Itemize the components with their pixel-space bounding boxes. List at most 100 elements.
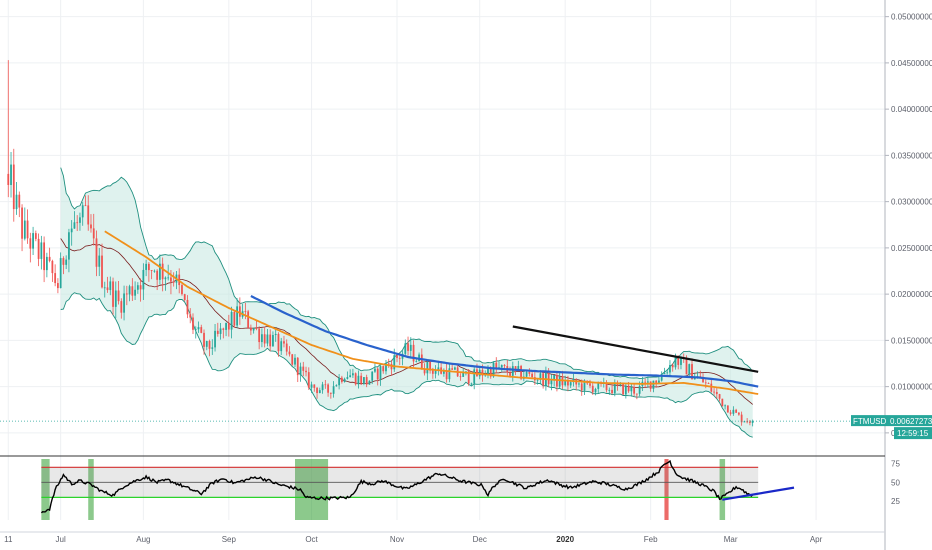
- candle-body: [205, 341, 208, 347]
- candle-body: [200, 327, 203, 333]
- candle-body: [663, 372, 666, 374]
- candle-body: [343, 378, 346, 382]
- grid: [0, 0, 885, 520]
- candle-body: [255, 328, 258, 329]
- candle-body: [688, 364, 691, 375]
- candle-body: [283, 341, 285, 344]
- candle-body: [310, 384, 313, 388]
- candle-body: [15, 194, 18, 210]
- candle-body: [302, 366, 305, 371]
- rsi-y-tick-label: 50: [891, 478, 900, 487]
- candle-body: [192, 317, 194, 330]
- candle-body: [374, 368, 376, 372]
- candle-body: [48, 256, 51, 261]
- candle-body: [142, 269, 145, 290]
- candle-body: [214, 330, 216, 348]
- candle-body: [34, 233, 37, 239]
- candle-body: [724, 405, 726, 407]
- candle-body: [434, 370, 437, 374]
- candle-body: [338, 377, 341, 386]
- candle-body: [608, 389, 611, 391]
- candle-body: [62, 258, 65, 265]
- candle-body: [536, 379, 539, 381]
- x-tick-label: Oct: [305, 535, 318, 544]
- candle-body: [746, 421, 749, 423]
- candle-body: [150, 270, 153, 272]
- candle-body: [387, 363, 390, 365]
- candle-body: [194, 329, 197, 331]
- candle-body: [525, 372, 528, 377]
- candle-body: [385, 363, 387, 372]
- candle-body: [211, 347, 214, 349]
- candle-body: [429, 361, 431, 371]
- rsi-y-tick-label: 75: [891, 460, 900, 469]
- candle-body: [172, 281, 175, 283]
- candle-body: [487, 368, 489, 375]
- rsi-highlight-oversold: [41, 459, 50, 520]
- candle-body: [655, 380, 658, 383]
- candle-body: [263, 334, 266, 344]
- candle-body: [318, 390, 321, 394]
- candle-body: [669, 365, 671, 373]
- candle-body: [583, 380, 586, 391]
- candle-body: [564, 380, 567, 386]
- candle-body: [70, 228, 73, 233]
- countdown-badge: [894, 427, 932, 440]
- candle-body: [647, 381, 649, 383]
- candle-body: [114, 290, 117, 307]
- candle-body: [73, 222, 76, 229]
- candle-body: [216, 330, 219, 334]
- y-tick-label: 0.01500000: [891, 336, 932, 345]
- candle-body: [567, 380, 569, 386]
- candle-body: [244, 311, 247, 313]
- candle-body: [633, 386, 636, 394]
- x-tick-label: Nov: [390, 535, 404, 544]
- candle-body: [396, 355, 398, 358]
- y-tick-label: 0.03000000: [891, 198, 932, 207]
- candle-body: [437, 367, 440, 371]
- candle-body: [514, 366, 517, 370]
- candle-body: [671, 365, 674, 368]
- x-tick-label: Dec: [473, 535, 487, 544]
- candle-body: [95, 238, 98, 267]
- candle-body: [170, 277, 172, 282]
- candle-body: [92, 228, 95, 239]
- candle-body: [630, 386, 633, 392]
- candle-body: [272, 335, 274, 347]
- candle-body: [222, 328, 225, 330]
- candle-body: [467, 371, 470, 384]
- countdown-label: 12:59:15: [897, 429, 929, 438]
- candle-body: [352, 373, 354, 376]
- candle-body: [29, 238, 32, 249]
- candle-body: [489, 368, 492, 377]
- rsi-pane[interactable]: [40, 459, 795, 520]
- candle-body: [76, 222, 79, 224]
- candle-body: [431, 370, 434, 374]
- candle-body: [442, 370, 445, 374]
- candle-body: [7, 173, 10, 185]
- candle-body: [357, 375, 360, 385]
- x-tick-label: 11: [4, 535, 13, 544]
- candle-body: [368, 380, 371, 385]
- candle-body: [128, 286, 131, 295]
- candle-body: [611, 389, 613, 394]
- candle-body: [10, 164, 12, 185]
- main-price-pane[interactable]: [0, 60, 885, 438]
- candle-body: [481, 369, 484, 376]
- symbol-label: FTMUSD: [853, 417, 887, 426]
- candle-body: [376, 368, 379, 380]
- candle-body: [252, 328, 255, 331]
- bollinger-upper-line: [60, 167, 754, 380]
- candle-body: [751, 421, 754, 423]
- rsi-trendline: [722, 486, 795, 501]
- candle-body: [225, 322, 227, 330]
- candle-body: [327, 384, 329, 393]
- candle-body: [680, 357, 682, 365]
- candle-body: [660, 373, 663, 381]
- candle-body: [622, 384, 624, 395]
- candle-body: [558, 376, 561, 387]
- y-tick-label: 0.01000000: [891, 383, 932, 392]
- moving-average-blue: [250, 295, 759, 388]
- candle-body: [90, 224, 92, 229]
